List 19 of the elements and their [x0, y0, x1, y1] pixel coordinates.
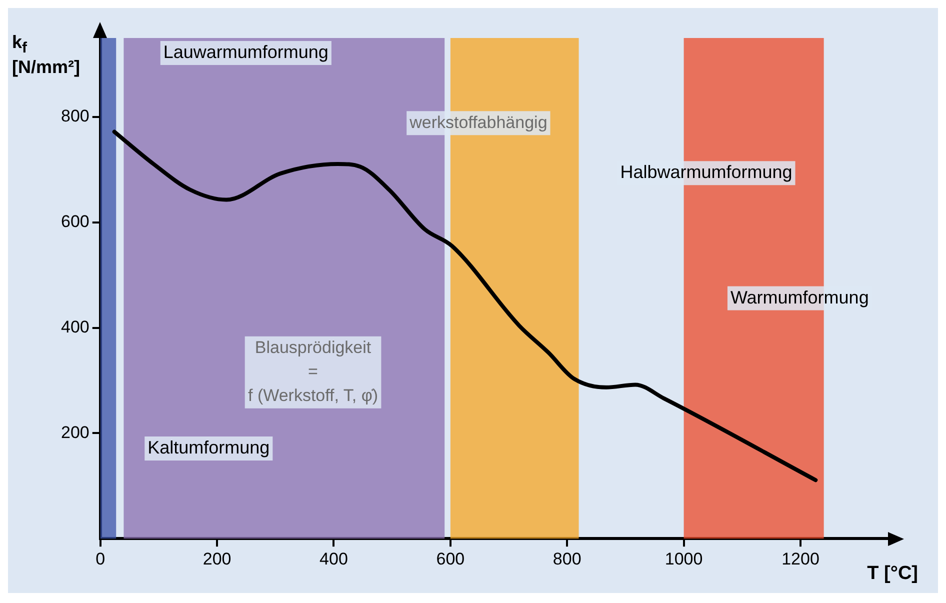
x-tick-label: 600 — [436, 549, 465, 568]
band-label: Halbwarmumformung — [620, 162, 792, 182]
x-tick-label: 1000 — [664, 549, 703, 568]
x-tick-label: 1200 — [782, 549, 820, 568]
y-tick-label: 200 — [60, 422, 90, 442]
y-tick-label: 800 — [60, 106, 90, 126]
band-label: Lauwarmumformung — [163, 42, 328, 62]
band-label: Warmumformung — [730, 287, 869, 308]
x-tick-label: 200 — [202, 549, 232, 568]
x-tick-label: 800 — [552, 549, 582, 568]
y-tick-label: 600 — [60, 212, 90, 232]
x-tick-label: 0 — [96, 549, 106, 568]
annotation: werkstoffabhängig — [408, 112, 548, 132]
x-tick-label: 400 — [320, 549, 348, 568]
annotation: Blausprödigkeit = f (Werkstoff, T, φ̇) — [248, 338, 378, 406]
y-axis-title: k$_{f}$ [N/mm²] — [12, 32, 81, 78]
x-axis-title: T [°C] — [867, 563, 918, 585]
band-label: Kaltumformung — [148, 437, 270, 458]
y-tick-label: 400 — [60, 318, 90, 337]
